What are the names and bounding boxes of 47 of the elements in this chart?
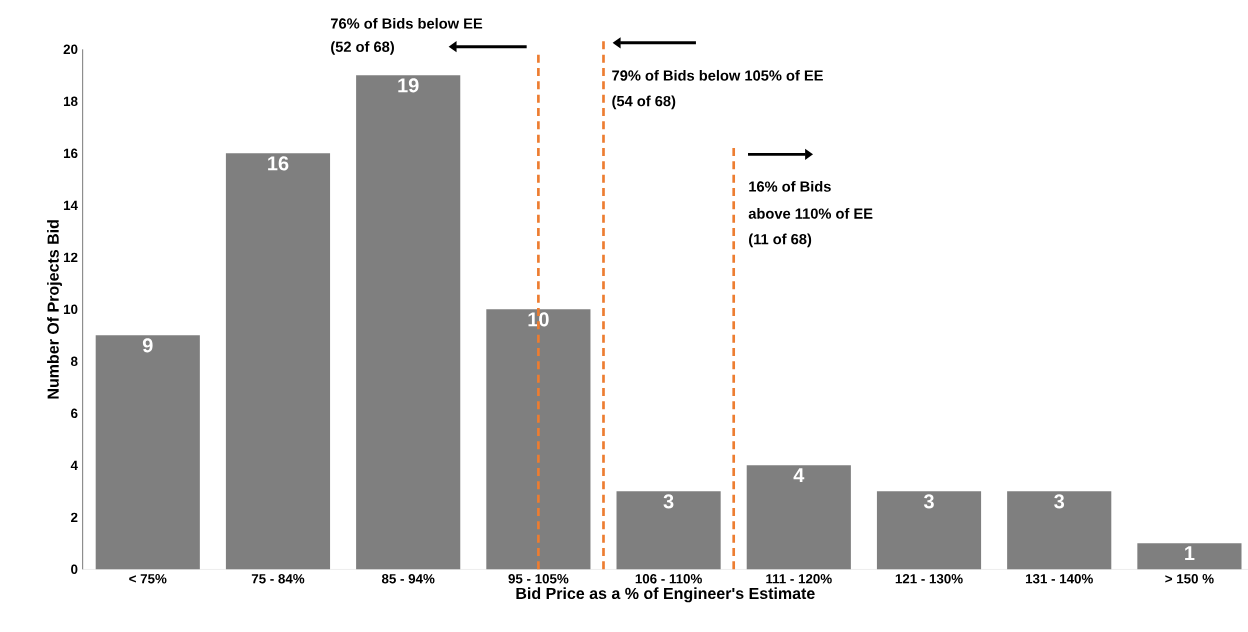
data-label: 3 — [1054, 494, 1065, 509]
data-label: 3 — [923, 494, 934, 509]
y-tick-label: 16 — [63, 148, 78, 159]
bar — [486, 309, 591, 570]
bar — [1007, 491, 1112, 570]
y-tick-label: 2 — [71, 512, 78, 522]
data-label: 3 — [663, 494, 674, 509]
x-tick-label: 121 - 130% — [895, 574, 963, 584]
x-tick-label: 111 - 120% — [766, 574, 832, 584]
y-tick-label: 0 — [71, 564, 78, 575]
data-label: 4 — [793, 468, 805, 483]
x-tick-label: 95 - 105% — [508, 574, 569, 584]
bar — [1137, 543, 1242, 570]
x-tick-label: 85 - 94% — [381, 574, 435, 584]
y-tick-label: 6 — [71, 408, 78, 419]
y-tick-label: 4 — [70, 460, 78, 470]
annotation: above 110% of EE — [748, 208, 873, 219]
y-tick-label: 10 — [63, 304, 78, 315]
x-axis-title: Bid Price as a % of Engineer's Estimate — [516, 587, 815, 603]
text: 76% of Bids below EE — [330, 17, 483, 29]
y-tick-label: 12 — [63, 252, 78, 262]
annotation: (52 of 68) — [331, 41, 394, 55]
data-label: 19 — [398, 78, 419, 93]
bar — [616, 491, 721, 570]
y-tick-label: 8 — [70, 356, 78, 367]
annotation: (11 of 68) — [749, 233, 812, 248]
annotation: 79% of Bids below 105% of EE — [612, 69, 823, 81]
y-tick-label: 20 — [63, 44, 78, 55]
bar — [876, 491, 982, 570]
bar — [356, 75, 461, 570]
annotation: 16% of Bids — [749, 180, 831, 192]
bar — [95, 335, 200, 570]
x-tick-label: < 75% — [129, 574, 167, 584]
x-tick-label: > 150 % — [1165, 574, 1214, 584]
data-label: 1 — [1185, 546, 1195, 561]
x-tick-label: 106 - 110% — [635, 574, 702, 584]
y-axis-title: Number Of Projects Bid — [47, 220, 62, 399]
bar — [746, 465, 851, 570]
bar — [225, 153, 331, 570]
data-label: 10 — [528, 312, 549, 327]
annotation: (54 of 68) — [612, 95, 676, 110]
y-tick-label: 18 — [63, 96, 78, 107]
x-tick-label: 75 - 84% — [251, 574, 305, 584]
y-tick-label: 14 — [63, 200, 78, 210]
data-label: 16 — [268, 156, 289, 171]
data-label: 9 — [142, 338, 153, 353]
x-tick-label: 131 - 140% — [1025, 574, 1093, 584]
